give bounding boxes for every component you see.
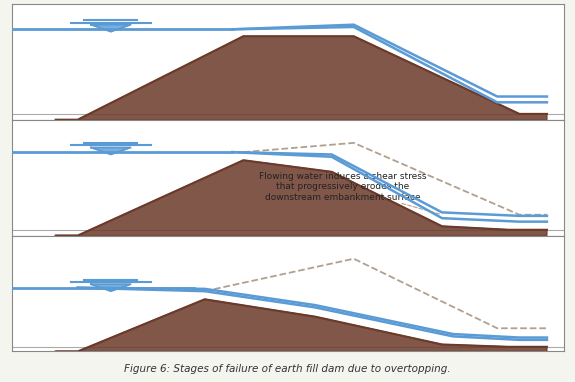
Polygon shape [91,147,131,154]
Polygon shape [56,36,547,120]
Polygon shape [91,25,131,32]
Text: Flowing water induces a shear stress
that progressively erodes the
downstream em: Flowing water induces a shear stress tha… [259,172,439,214]
Polygon shape [91,284,131,291]
Polygon shape [56,299,547,351]
Text: Figure 6: Stages of failure of earth fill dam due to overtopping.: Figure 6: Stages of failure of earth fil… [124,364,451,374]
Polygon shape [56,160,547,236]
